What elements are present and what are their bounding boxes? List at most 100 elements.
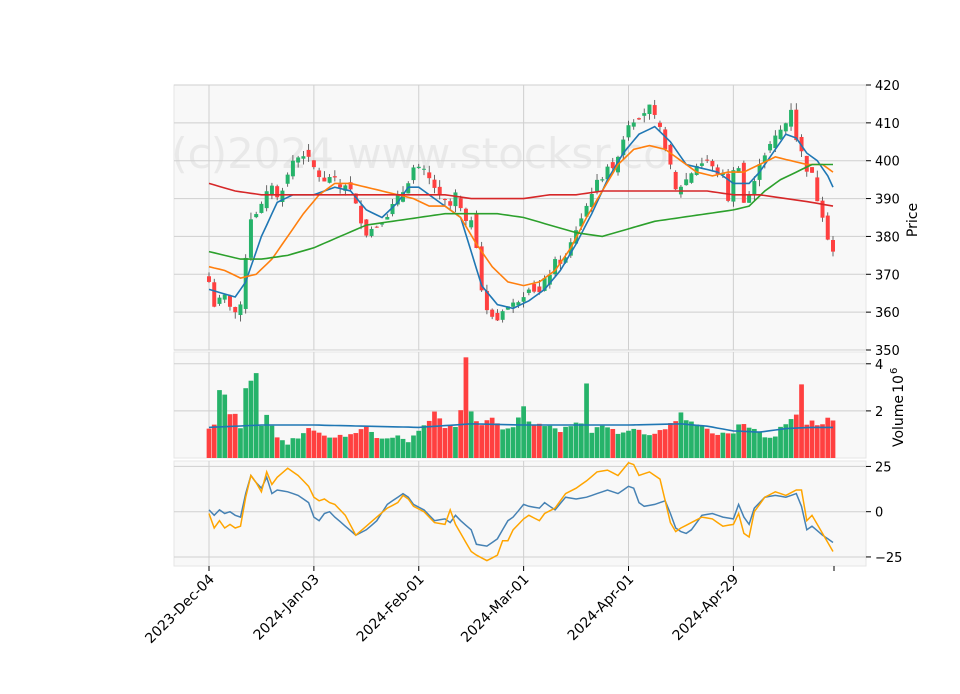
candle-body [401,192,406,202]
candle-body [505,306,510,310]
candle-body [553,259,558,275]
volume-bar [647,435,652,458]
oscillator-orange-line [208,461,834,562]
candle-body [773,135,778,149]
volume-bar [767,437,773,458]
volume-bar [442,428,448,458]
oscillator-blue-line [208,473,834,547]
volume-bar [788,419,794,458]
moving-average-line [208,163,833,260]
volume-bar [484,420,490,458]
candle-body [668,144,673,165]
volume-bar [678,412,684,458]
volume-bar [495,423,500,458]
volume-bar [332,437,338,458]
volume-bar [589,432,595,458]
volume-bar [694,424,700,458]
volume-bar [594,427,600,458]
volume-bar [751,428,757,458]
volume-bar [605,427,610,458]
volume-bar [259,425,264,458]
volume-bar [547,425,553,458]
volume-bar [820,424,825,458]
price-tick-label: 370 [875,268,900,283]
volume-average-line [208,422,833,433]
volume-bar [636,429,642,458]
volume-bar [673,421,679,458]
volume-bar [799,384,804,458]
volume-bar [290,438,296,458]
candle-body [783,123,788,132]
volume-bar [238,428,243,458]
candle-body [762,155,767,163]
candle-body [280,190,285,202]
volume-bar [731,433,736,458]
candle-body [526,289,531,293]
candle-body [254,214,259,218]
candle-body [317,170,322,178]
volume-bar [390,437,395,458]
volume-bar [416,430,422,458]
volume-bar [453,426,458,458]
candle-body [442,199,447,201]
candle-body [521,297,526,302]
candle-body [673,171,678,190]
price-tick-label: 420 [875,79,900,94]
volume-bar [725,433,731,458]
candle-body [301,156,306,159]
volume-bar [573,422,579,458]
candle-body [589,193,594,208]
candle-body [595,179,600,192]
volume-bar [578,423,584,458]
candle-body [332,176,337,178]
volume-bar [804,424,810,458]
volume-bar [463,357,469,458]
candle-body [327,177,332,183]
volume-bar [348,434,353,458]
candle-body [238,304,243,316]
volume-bar [432,411,437,458]
volume-bar [295,438,301,458]
candle-body [380,223,385,225]
volume-bar [521,406,526,458]
candle-body [264,191,269,209]
candle-body [626,125,631,138]
candle-body [364,219,369,236]
candle-body [374,226,379,228]
volume-bar [374,438,380,458]
volume-bar [757,432,762,458]
candle-body [516,302,521,306]
candle-body [537,286,542,293]
volume-bar [825,417,831,458]
candle-body [306,149,311,157]
candle-body [248,219,253,258]
candle-body [752,181,757,196]
candle-body [233,307,238,313]
candle-body [490,309,495,317]
candle-body [532,283,537,292]
candle-body [500,311,505,320]
volume-bar [500,429,506,458]
candle-body [432,179,437,188]
candle-body [290,160,295,177]
candle-body [642,113,647,116]
candle-body [768,143,773,151]
oscillator-tick-label: 0 [875,506,883,521]
candle-body [427,172,432,179]
candle-body [411,167,416,181]
volume-bar [421,425,427,458]
volume-bar [458,410,464,458]
volume-bar [736,424,741,458]
candle-body [694,165,699,176]
volume-bar [552,428,558,458]
x-tick-label: 2024-Apr-29 [670,572,743,645]
volume-bar [715,434,720,458]
volume-bar [599,425,605,458]
volume-bar [384,438,390,458]
volume-bar [704,428,710,458]
volume-bar [557,432,563,458]
candle-body [359,205,364,224]
volume-bar [363,426,369,458]
x-tick-label: 2024-Mar-01 [458,572,532,646]
